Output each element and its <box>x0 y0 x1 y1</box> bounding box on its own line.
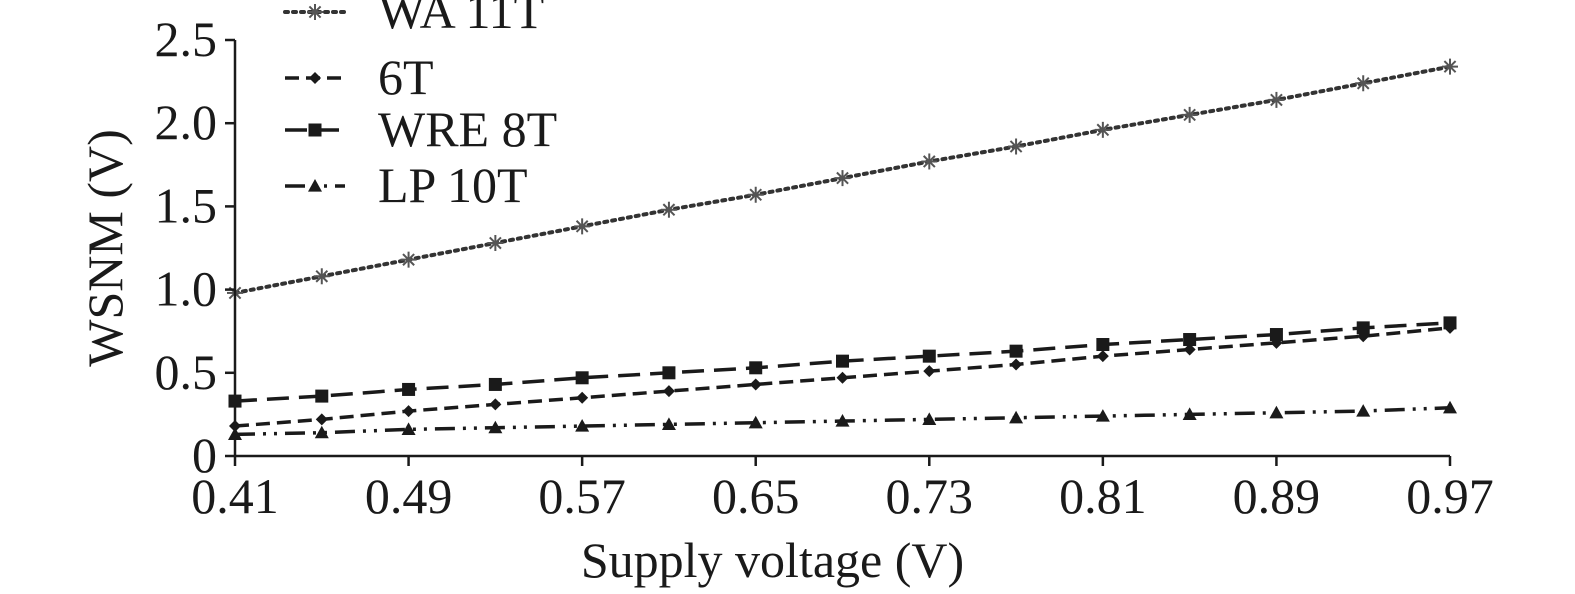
y-tick-label: 0.5 <box>155 344 218 400</box>
data-point-lp-10t <box>1269 405 1284 419</box>
data-point-wa-11t <box>1181 106 1198 123</box>
data-point-6t <box>1010 358 1023 371</box>
data-point-lp-10t <box>1182 407 1197 420</box>
data-point-wa-11t <box>487 235 504 252</box>
data-point-6t <box>315 413 328 426</box>
data-point-wre-8t <box>662 366 676 380</box>
x-tick-label: 0.41 <box>191 468 279 524</box>
data-point-wre-8t <box>1443 316 1457 330</box>
data-point-6t <box>402 405 415 418</box>
x-axis-title: Supply voltage (V) <box>581 532 964 588</box>
data-point-wa-11t <box>574 218 591 235</box>
data-point-6t <box>923 365 936 378</box>
data-point-wa-11t <box>1008 138 1025 155</box>
data-point-wa-11t <box>1355 75 1372 92</box>
data-point-lp-10t <box>575 419 590 432</box>
x-tick-label: 0.89 <box>1233 468 1321 524</box>
data-point-wre-8t <box>575 371 589 385</box>
y-tick-label: 1.0 <box>155 261 218 317</box>
legend-label: LP 10T <box>378 157 528 213</box>
data-point-lp-10t <box>922 412 937 425</box>
data-point-wre-8t <box>749 361 763 375</box>
series-wa-11t <box>227 58 1458 301</box>
data-point-6t <box>576 391 589 404</box>
legend-label: WA 11T <box>378 0 544 39</box>
legend-item-6t: 6T <box>285 49 434 105</box>
x-tick-label: 0.73 <box>886 468 974 524</box>
x-ticks: 0.41 0.49 0.57 0.65 0.73 0.81 0.89 0.97 <box>191 456 1494 524</box>
data-point-wa-11t <box>921 153 938 170</box>
data-point-wa-11t <box>1442 58 1458 75</box>
legend-label: 6T <box>378 49 434 105</box>
legend-swatch-marker <box>307 4 323 20</box>
data-point-6t <box>1183 343 1196 356</box>
data-point-lp-10t <box>401 422 416 435</box>
data-point-wre-8t <box>1096 338 1110 352</box>
data-point-wre-8t <box>1009 344 1023 358</box>
axes <box>233 40 1450 458</box>
series-lp-10t <box>228 400 1457 440</box>
data-point-6t <box>749 378 762 391</box>
data-point-wre-8t <box>1356 321 1370 335</box>
y-tick-label: 2.0 <box>155 94 218 150</box>
data-point-6t <box>1096 350 1109 363</box>
legend-label: WRE 8T <box>378 101 557 157</box>
x-tick-label: 0.81 <box>1059 468 1147 524</box>
data-point-wa-11t <box>400 251 417 268</box>
data-point-wa-11t <box>313 268 330 285</box>
data-point-lp-10t <box>661 417 676 430</box>
y-axis-title: WSNM (V) <box>77 129 133 366</box>
data-point-lp-10t <box>314 425 329 439</box>
y-tick-label: 0 <box>192 427 217 483</box>
data-point-lp-10t <box>1443 400 1457 414</box>
data-point-wa-11t <box>834 170 851 187</box>
data-point-wa-11t <box>660 201 677 218</box>
y-tick-label: 1.5 <box>155 177 218 233</box>
x-tick-label: 0.49 <box>365 468 453 524</box>
data-point-wre-8t <box>922 349 936 363</box>
x-tick-label: 0.97 <box>1406 468 1494 524</box>
data-point-wre-8t <box>836 354 849 368</box>
data-point-6t <box>662 385 675 398</box>
data-point-lp-10t <box>1009 410 1024 424</box>
legend-swatch-marker <box>308 123 322 137</box>
data-point-wre-8t <box>488 377 502 391</box>
y-ticks: 0 0.5 1.0 1.5 2.0 2.5 <box>155 11 235 483</box>
data-point-lp-10t <box>1095 409 1110 422</box>
data-point-wre-8t <box>402 382 416 396</box>
data-point-6t <box>489 398 502 411</box>
data-point-wre-8t <box>1183 333 1197 347</box>
data-point-lp-10t <box>488 420 503 434</box>
legend-swatch-marker <box>308 179 322 192</box>
data-point-lp-10t <box>748 415 763 429</box>
x-tick-label: 0.57 <box>538 468 626 524</box>
data-point-6t <box>836 371 849 384</box>
legend-swatch-marker <box>309 72 321 84</box>
y-tick-label: 2.5 <box>155 11 218 67</box>
legend-item-wa-11t: WA 11T <box>283 0 544 39</box>
data-point-wa-11t <box>747 186 764 203</box>
data-point-wa-11t <box>1268 91 1285 108</box>
data-point-wa-11t <box>1094 121 1111 138</box>
series-wre-8t <box>228 316 1457 408</box>
legend-item-wre-8t: WRE 8T <box>285 101 557 157</box>
data-point-lp-10t <box>835 414 850 427</box>
data-point-wre-8t <box>315 389 329 403</box>
data-point-lp-10t <box>1356 404 1371 417</box>
series-layer <box>227 58 1458 440</box>
x-tick-label: 0.65 <box>712 468 800 524</box>
data-point-wre-8t <box>1269 328 1283 342</box>
legend-item-lp-10t: LP 10T <box>285 157 528 213</box>
